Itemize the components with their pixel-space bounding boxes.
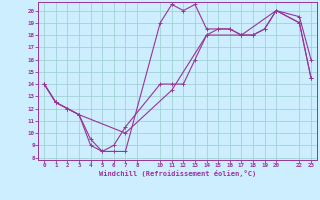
X-axis label: Windchill (Refroidissement éolien,°C): Windchill (Refroidissement éolien,°C) <box>99 170 256 177</box>
